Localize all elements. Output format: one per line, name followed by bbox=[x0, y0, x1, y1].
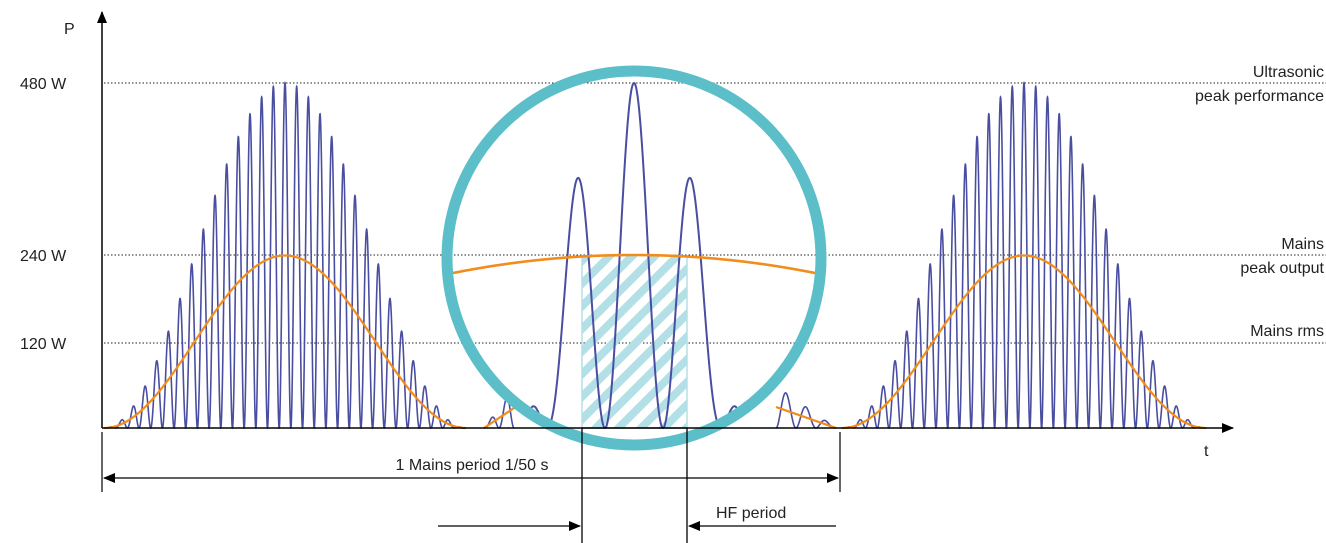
mains-waveform-tail bbox=[775, 405, 837, 430]
y-tick-label: 120 W bbox=[20, 336, 67, 353]
x-axis-label: t bbox=[1204, 443, 1209, 460]
ref-label: Ultrasonic bbox=[1253, 64, 1324, 81]
mains-period-dimension: 1 Mains period 1/50 s bbox=[101, 432, 841, 492]
y-axis-label: P bbox=[64, 21, 75, 38]
mains-waveform-left bbox=[104, 254, 466, 430]
ref-label: Mains bbox=[1281, 236, 1324, 253]
ultrasonic-waveform-right bbox=[842, 81, 1206, 430]
mains-waveform-tail bbox=[483, 407, 515, 429]
ultrasonic-waveform-tail bbox=[775, 392, 836, 429]
hf-period-dimension: HF period bbox=[438, 427, 836, 543]
zoom-detail bbox=[441, 65, 827, 451]
ref-label: peak output bbox=[1240, 260, 1324, 277]
mains-period-label: 1 Mains period 1/50 s bbox=[396, 457, 549, 474]
hf-period-hatch bbox=[582, 256, 687, 428]
zoom-circle bbox=[441, 65, 827, 451]
ref-label: Mains rms bbox=[1250, 323, 1324, 340]
ultrasonic-waveform-left bbox=[104, 81, 466, 430]
hf-period-label: HF period bbox=[716, 505, 786, 522]
y-tick-label: 480 W bbox=[20, 76, 67, 93]
mains-waveform-right bbox=[842, 254, 1206, 430]
ref-label: peak performance bbox=[1195, 88, 1324, 105]
mains-waveform-zoomed bbox=[447, 253, 821, 278]
y-tick-label: 240 W bbox=[20, 248, 67, 265]
